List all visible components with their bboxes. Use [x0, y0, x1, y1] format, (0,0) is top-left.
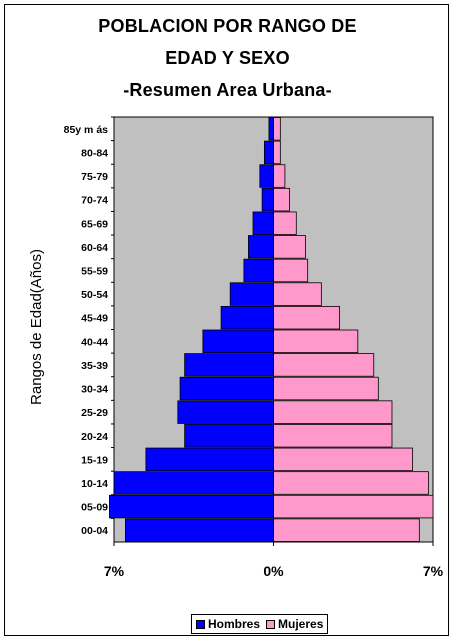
legend-swatch-hombres: [196, 619, 205, 629]
bar-mujeres: [273, 305, 340, 330]
x-tick-label: 7%: [104, 563, 125, 579]
legend-label-mujeres: Mujeres: [278, 617, 324, 631]
bar-mujeres: [273, 400, 393, 424]
chart-subtitle: -Resumen Area Urbana-: [123, 80, 332, 100]
y-tick-label: 20-24: [81, 431, 108, 443]
chart-title-line-1: POBLACION POR RANGO DE: [98, 16, 357, 36]
y-tick-label: 80-84: [81, 147, 108, 159]
bar-hombres: [124, 518, 274, 542]
y-tick-label: 85y m ás: [64, 124, 109, 136]
bar-hombres: [229, 282, 274, 306]
bar-mujeres: [273, 282, 322, 306]
bar-mujeres: [273, 187, 290, 212]
bar-hombres: [261, 187, 274, 212]
y-tick-label: 45-49: [81, 313, 108, 325]
bar-mujeres: [273, 235, 306, 259]
y-tick-label: 30-34: [81, 384, 108, 396]
y-axis-label: Rangos de Edad(Años): [28, 249, 45, 405]
bar-mujeres: [273, 140, 281, 165]
legend-item-mujeres: Mujeres: [266, 617, 323, 631]
bar-hombres: [184, 353, 274, 377]
bar-hombres: [243, 258, 274, 283]
legend: Hombres Mujeres: [191, 614, 329, 634]
bar-hombres: [177, 400, 274, 424]
y-tick-label: 15-19: [81, 454, 108, 466]
bar-mujeres: [273, 447, 413, 472]
y-tick-label: 70-74: [81, 195, 108, 207]
bar-hombres: [259, 164, 274, 188]
y-tick-label: 35-39: [81, 360, 108, 372]
bar-hombres: [263, 140, 274, 165]
y-tick-label: 40-44: [81, 336, 108, 348]
bar-mujeres: [273, 376, 379, 401]
y-tick-label: 25-29: [81, 407, 108, 419]
bar-mujeres: [273, 353, 375, 377]
bar-mujeres: [273, 518, 420, 542]
bar-hombres: [145, 447, 274, 472]
y-tick-label: 50-54: [81, 289, 108, 301]
bar-hombres: [202, 329, 274, 354]
bar-mujeres: [273, 117, 281, 141]
bar-mujeres: [273, 164, 286, 188]
legend-item-hombres: Hombres: [196, 617, 260, 631]
chart-title-line-2: EDAD Y SEXO: [165, 48, 290, 68]
legend-label-hombres: Hombres: [208, 617, 261, 631]
bar-hombres: [268, 117, 274, 141]
bar-mujeres: [273, 258, 309, 283]
bar-mujeres: [273, 424, 393, 448]
bar-mujeres: [273, 211, 297, 235]
x-tick-label: 0%: [263, 563, 284, 579]
y-tick-label: 75-79: [81, 171, 108, 183]
legend-swatch-mujeres: [266, 619, 276, 629]
bar-mujeres: [273, 494, 434, 519]
bar-hombres: [184, 424, 274, 448]
bar-mujeres: [273, 329, 359, 354]
y-tick-label: 10-14: [81, 478, 108, 490]
y-tick-label: 55-59: [81, 265, 108, 277]
y-tick-label: 00-04: [81, 525, 108, 537]
y-tick-label: 60-64: [81, 242, 108, 254]
bar-hombres: [113, 471, 274, 495]
bar-hombres: [252, 211, 274, 235]
bar-hombres: [220, 305, 274, 330]
bar-hombres: [179, 376, 274, 401]
bar-hombres: [109, 494, 274, 519]
bar-hombres: [248, 235, 274, 259]
y-tick-label: 65-69: [81, 218, 108, 230]
x-tick-label: 7%: [423, 563, 444, 579]
y-tick-label: 05-09: [81, 502, 108, 514]
bar-mujeres: [273, 471, 429, 495]
